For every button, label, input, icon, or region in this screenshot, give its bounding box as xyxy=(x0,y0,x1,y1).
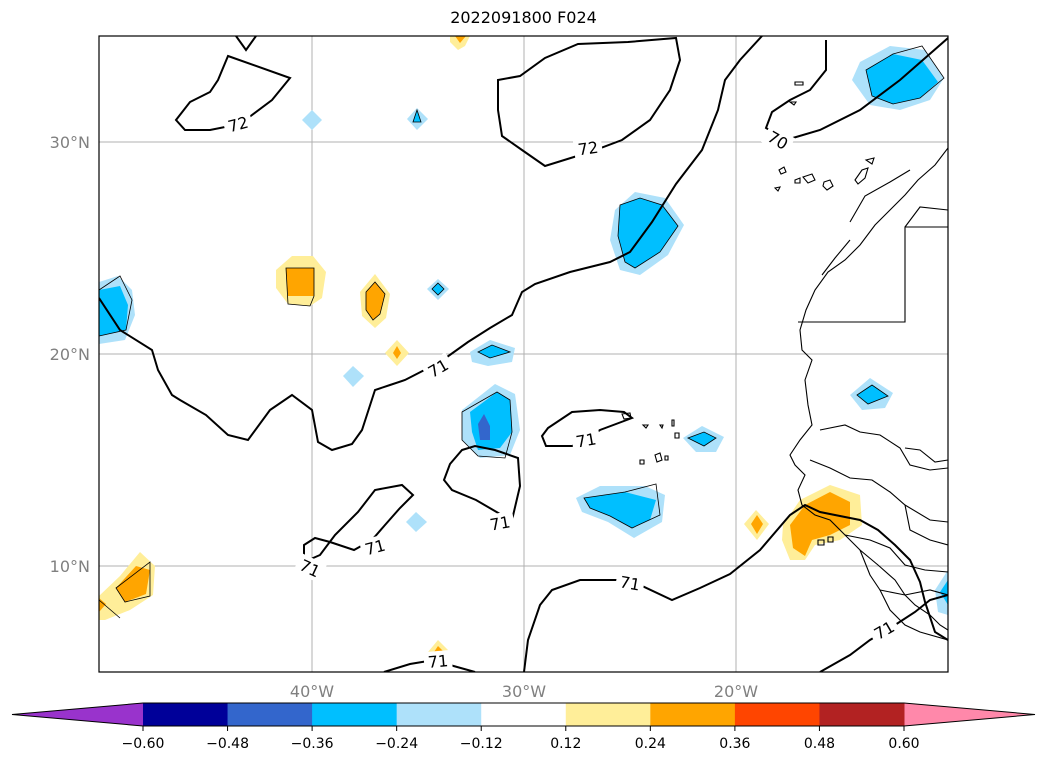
contour-label: 71 xyxy=(363,536,388,560)
colorbar-extend-high xyxy=(904,703,1035,726)
colorbar-segment xyxy=(565,703,651,726)
colorbar-segment xyxy=(734,703,820,726)
contour-label: 71 xyxy=(427,651,449,672)
colorbar-tick-label: −0.36 xyxy=(291,736,334,752)
colorbar-tick-label: 0.24 xyxy=(635,736,666,752)
lon-tick-20w: 20°W xyxy=(714,682,758,701)
contour-label: 71 xyxy=(618,572,641,594)
contour-label: 72 xyxy=(577,138,600,160)
lat-tick-labels: 30°N 20°N 10°N xyxy=(50,133,90,576)
lon-tick-30w: 30°W xyxy=(502,682,546,701)
contour-label: 72 xyxy=(226,113,251,137)
lat-tick-10n: 10°N xyxy=(50,557,90,576)
colorbar-tick-label: 0.60 xyxy=(888,736,919,752)
map-frame xyxy=(98,35,949,673)
colorbar-tick-label: −0.48 xyxy=(206,736,249,752)
colorbar-segment xyxy=(312,703,398,726)
contour-label: 71 xyxy=(488,512,511,534)
colorbar-segment xyxy=(819,703,905,726)
contour-labels: 72 72 70 71 71 71 xyxy=(221,110,902,672)
colorbar-segment xyxy=(396,703,482,726)
colorbar-segment xyxy=(227,703,313,726)
coastlines xyxy=(621,81,948,641)
map-plot-area: 72 72 70 71 71 71 xyxy=(99,36,948,672)
colorbar-segment xyxy=(481,703,567,726)
lon-tick-labels: 40°W 30°W 20°W xyxy=(290,682,758,701)
lon-tick-40w: 40°W xyxy=(290,682,334,701)
colorbar-tick-label: 0.36 xyxy=(719,736,750,752)
colorbar-extend-low xyxy=(12,703,143,726)
contour-label: 71 xyxy=(574,429,597,451)
colorbar-tick-label: 0.48 xyxy=(804,736,835,752)
colorbar-segment xyxy=(650,703,736,726)
colorbar-tick-label: −0.60 xyxy=(122,736,165,752)
colorbar: −0.60 −0.48 −0.36 −0.24 −0.12 0.12 0.24 0.36 0.4… xyxy=(11,702,1036,752)
colorbar-tick-label: −0.12 xyxy=(460,736,503,752)
map-title: 2022091800 F024 xyxy=(450,8,597,27)
colorbar-tick-label: 0.12 xyxy=(550,736,581,752)
colorbar-tick-label: −0.24 xyxy=(375,736,418,752)
lat-tick-20n: 20°N xyxy=(50,345,90,364)
colorbar-segment xyxy=(143,703,229,726)
lat-tick-30n: 30°N xyxy=(50,133,90,152)
